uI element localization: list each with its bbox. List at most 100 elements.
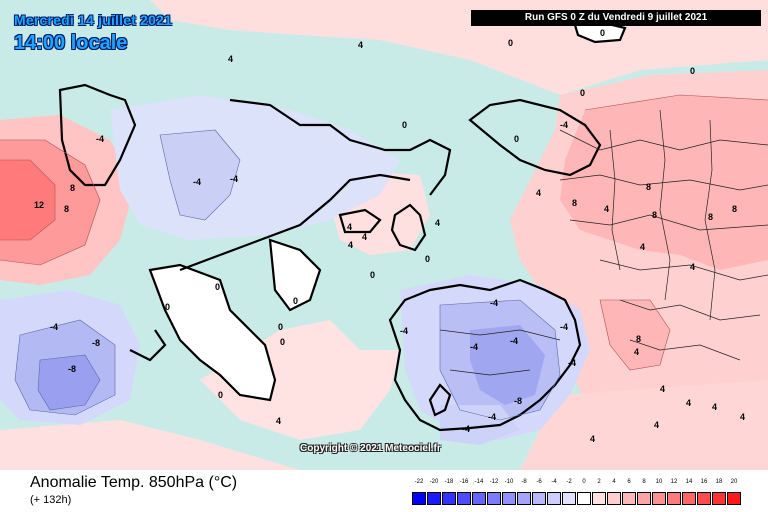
cold-region-china (440, 405, 520, 445)
value-label: -4 (560, 322, 568, 332)
hudson-coast (179, 173, 411, 272)
value-label: 8 (572, 198, 577, 208)
legend-tick-label: 16 (700, 479, 708, 485)
legend-color-swatch (412, 492, 426, 505)
legend-tick-label: -10 (504, 479, 514, 485)
legend-tick-label: 12 (670, 479, 678, 485)
lead-time-label: (+ 132h) (30, 494, 72, 506)
legend-tick-label: -12 (489, 479, 499, 485)
value-label: 4 (654, 420, 659, 430)
value-label: 4 (660, 384, 665, 394)
legend-tick-label: -8 (521, 479, 527, 485)
value-label: 8 (652, 210, 657, 220)
legend-tick-label: -16 (459, 479, 469, 485)
value-label: -4 (560, 120, 568, 130)
legend-color-swatch (667, 492, 681, 505)
value-label: 0 (218, 390, 223, 400)
warm-region-peak (0, 160, 55, 240)
legend-color-swatch (442, 492, 456, 505)
value-label: 0 (370, 270, 375, 280)
legend-tick-label: 2 (597, 479, 601, 485)
iceland-outline (338, 208, 382, 234)
anomaly-map: 12 8 8 -4 -4 -4 -8 -8 0 0 0 0 0 0 0 0 0 … (0, 0, 768, 470)
value-label: 8 (70, 183, 75, 193)
value-label: -4 (510, 336, 518, 346)
legend-color-swatch (607, 492, 621, 505)
legend-tick-label: 10 (655, 479, 663, 485)
value-label: -4 (96, 134, 104, 144)
value-label: -4 (50, 322, 58, 332)
value-label: 0 (280, 337, 285, 347)
legend-color-swatch (697, 492, 711, 505)
cold-region-arctic-core (160, 130, 240, 220)
value-label: -8 (92, 338, 100, 348)
legend-tick-label: 4 (612, 479, 616, 485)
legend-color-swatch (562, 492, 576, 505)
contour-lines (14, 129, 561, 421)
uk-outline (390, 203, 427, 252)
value-label: -4 (488, 412, 496, 422)
scandinavia-coast (468, 98, 602, 177)
value-label: 0 (402, 120, 407, 130)
value-label: 0 (514, 134, 519, 144)
legend-tick-label: 0 (582, 479, 586, 485)
legend-tick-label: 18 (715, 479, 723, 485)
legend-color-swatch (727, 492, 741, 505)
legend-color-swatch (712, 492, 726, 505)
legend-color-swatch (547, 492, 561, 505)
legend-color-swatch (427, 492, 441, 505)
value-label: 0 (278, 322, 283, 332)
value-label: 4 (634, 347, 639, 357)
legend-color-swatch (472, 492, 486, 505)
legend-color-swatch (622, 492, 636, 505)
borders (439, 109, 768, 376)
value-label: 4 (590, 434, 595, 444)
value-label: 4 (712, 402, 717, 412)
legend-color-swatch (532, 492, 546, 505)
siberia-coast (388, 278, 582, 432)
value-label: -4 (193, 177, 201, 187)
legend-tick-label: -4 (551, 479, 557, 485)
value-label: 0 (690, 66, 695, 76)
value-label: -4 (230, 174, 238, 184)
run-info-banner: Run GFS 0 Z du Vendredi 9 juillet 2021 (471, 10, 761, 26)
warm-region-balkans (600, 300, 670, 370)
legend-color-swatch (682, 492, 696, 505)
legend-color-swatch (517, 492, 531, 505)
alaska-coast (129, 329, 167, 362)
value-label: -4 (470, 342, 478, 352)
value-label: 8 (708, 212, 713, 222)
value-label: 8 (64, 204, 69, 214)
value-label: -8 (514, 396, 522, 406)
legend-tick-label: -14 (474, 479, 484, 485)
value-label: 4 (740, 412, 745, 422)
cold-region-siberia-core (470, 325, 545, 405)
value-label: 8 (732, 204, 737, 214)
value-label: -4 (462, 424, 470, 434)
legend-color-swatch (592, 492, 606, 505)
value-label: 4 (358, 40, 363, 50)
canada-north-land (148, 263, 277, 402)
legend-color-swatch (652, 492, 666, 505)
legend-tick-label: -22 (414, 479, 424, 485)
legend-tick-label: -6 (536, 479, 542, 485)
landmasses (58, 20, 627, 432)
value-label: 12 (34, 200, 44, 210)
value-label: 4 (348, 240, 353, 250)
variable-title: Anomalie Temp. 850hPa (°C) (30, 474, 238, 491)
value-label: 4 (690, 262, 695, 272)
value-label: 4 (536, 188, 541, 198)
value-label: 0 (215, 282, 220, 292)
value-label: 4 (435, 218, 440, 228)
value-label: 4 (604, 204, 609, 214)
value-label: 8 (636, 334, 641, 344)
value-label: 0 (165, 302, 170, 312)
value-label: 4 (276, 416, 281, 426)
japan-coast (428, 383, 452, 417)
value-label: -4 (568, 358, 576, 368)
legend-tick-label: -18 (444, 479, 454, 485)
warm-region-southwest (0, 420, 300, 470)
cold-region-pacific-core (38, 355, 100, 410)
warm-contour-lines (0, 94, 768, 371)
legend-color-swatch (637, 492, 651, 505)
